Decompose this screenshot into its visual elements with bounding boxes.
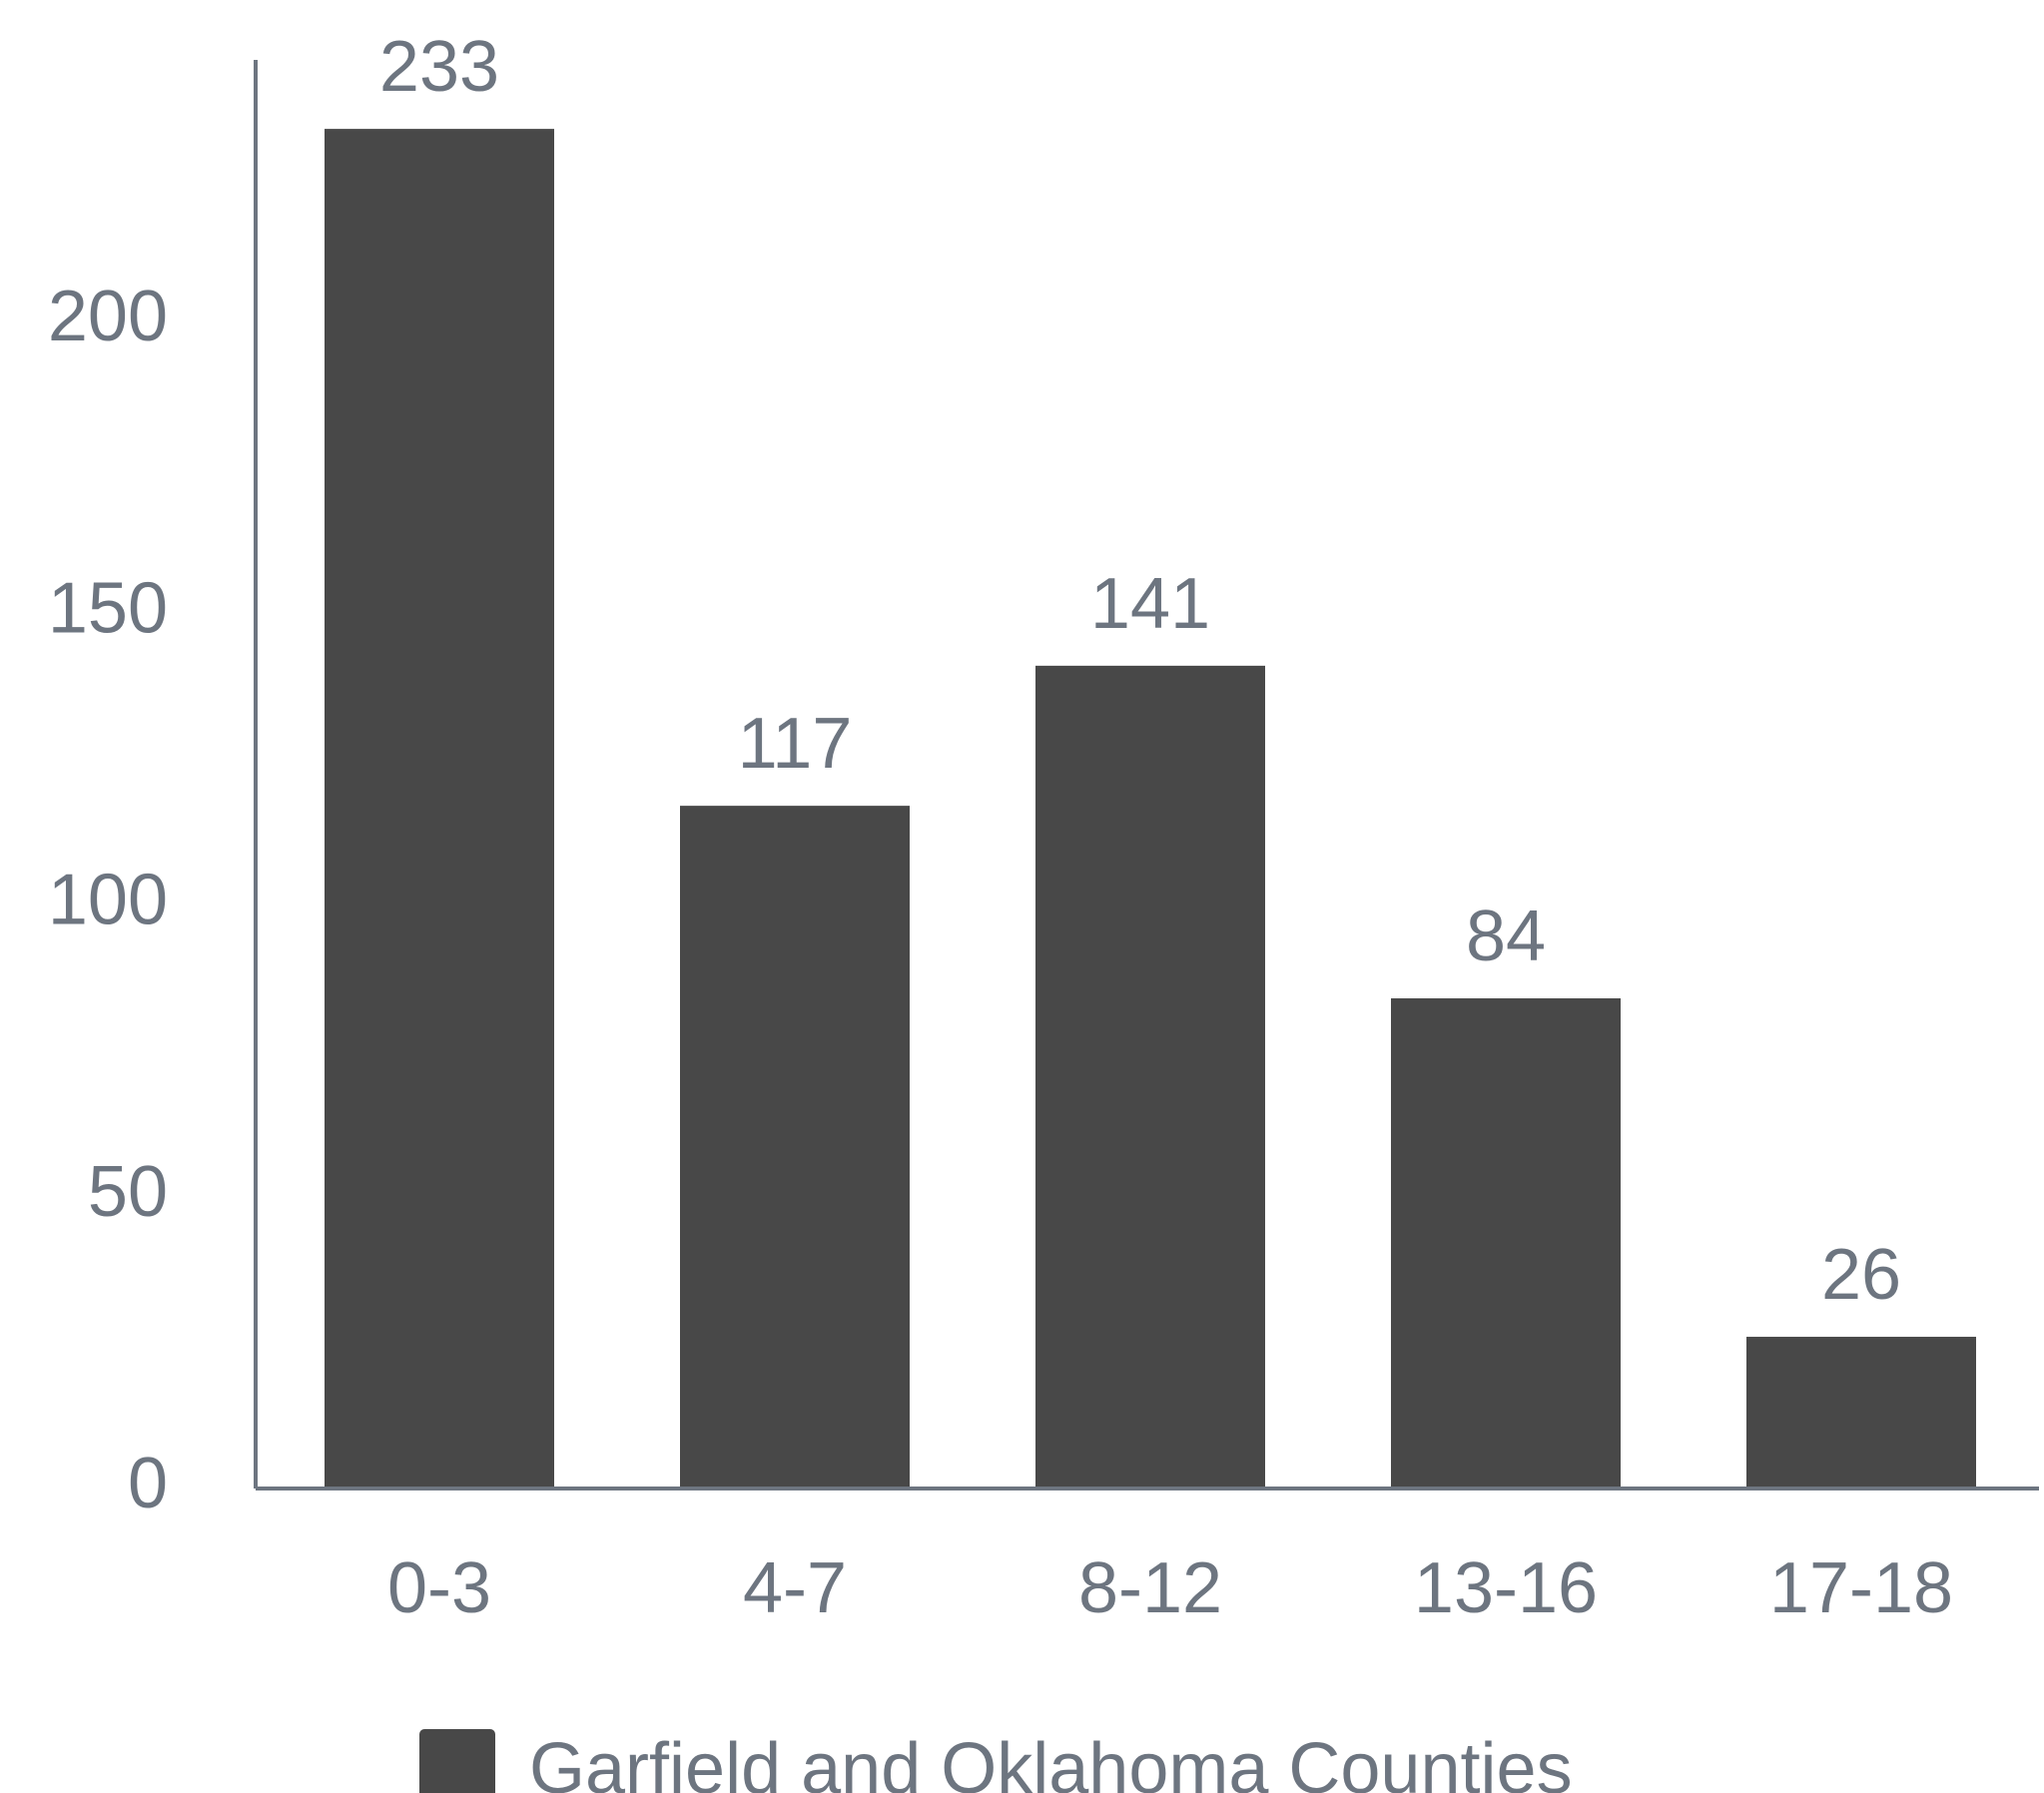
x-tick-label: 0-3 [387,1548,491,1628]
value-label: 26 [1821,1235,1901,1315]
y-tick-label: 50 [88,1152,168,1232]
y-tick-label: 200 [48,277,168,356]
legend-label: Garfield and Oklahoma Counties [529,1729,1573,1793]
y-axis: 0 50 100 150 200 [48,60,258,1523]
bar-8-12 [1035,665,1265,1489]
value-labels: 233 117 141 84 26 [379,27,1901,1315]
bar-13-16 [1391,998,1621,1489]
bars [325,129,1976,1490]
y-tick-label: 0 [128,1444,168,1523]
value-label: 141 [1090,564,1210,644]
y-tick-label: 100 [48,861,168,940]
legend: Garfield and Oklahoma Counties [419,1729,1573,1793]
x-tick-label: 8-12 [1078,1548,1222,1628]
x-tick-label: 17-18 [1769,1548,1953,1628]
x-tick-label: 13-16 [1414,1548,1598,1628]
x-axis: 0-3 4-7 8-12 13-16 17-18 [256,1487,2039,1628]
legend-swatch [419,1729,495,1793]
value-label: 117 [738,704,853,784]
value-label: 233 [379,27,499,107]
x-tick-label: 4-7 [743,1548,847,1628]
bar-4-7 [680,806,910,1489]
y-tick-label: 150 [48,568,168,648]
bar-0-3 [325,129,554,1490]
bar-17-18 [1746,1337,1976,1489]
value-label: 84 [1466,896,1546,976]
